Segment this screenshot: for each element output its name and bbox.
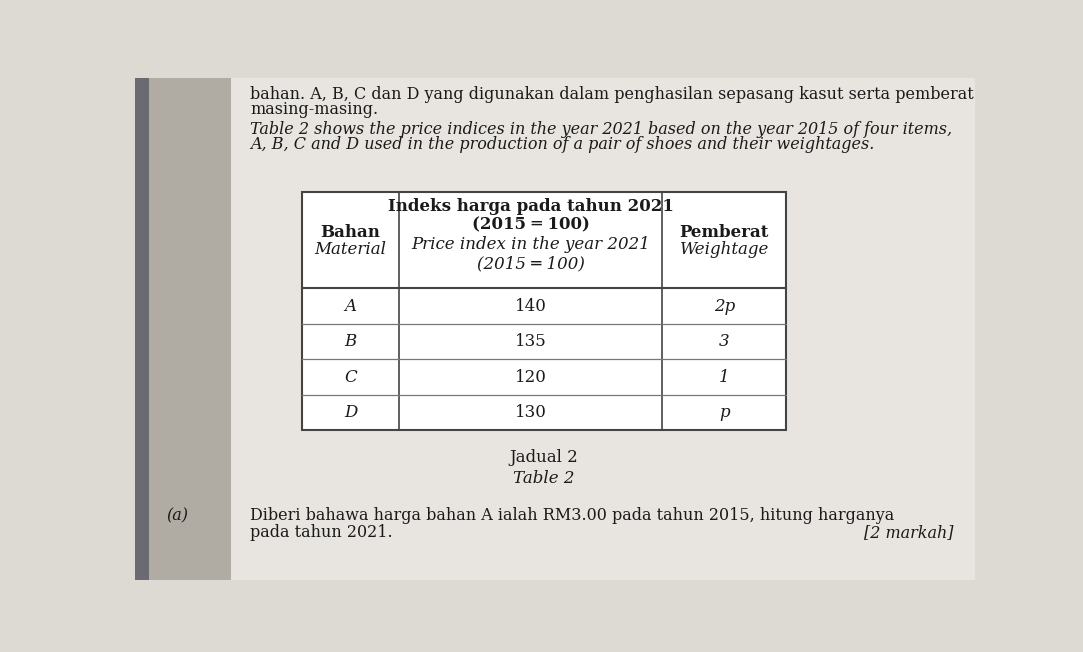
Text: Material: Material <box>314 241 387 258</box>
Text: 140: 140 <box>514 298 547 315</box>
Text: Bahan: Bahan <box>321 224 380 241</box>
Text: [2 markah]: [2 markah] <box>863 524 953 541</box>
Text: 2p: 2p <box>714 298 735 315</box>
Text: masing-masing.: masing-masing. <box>250 101 378 119</box>
Text: (2015 ═ 100): (2015 ═ 100) <box>477 256 585 273</box>
Text: p: p <box>719 404 730 421</box>
Text: D: D <box>343 404 357 421</box>
Text: Weightage: Weightage <box>680 241 769 258</box>
Text: pada tahun 2021.: pada tahun 2021. <box>250 524 393 541</box>
Text: Jadual 2: Jadual 2 <box>510 449 578 466</box>
Text: C: C <box>344 368 356 385</box>
Text: Price index in the year 2021: Price index in the year 2021 <box>412 236 650 253</box>
Text: 130: 130 <box>514 404 547 421</box>
Text: Indeks harga pada tahun 2021: Indeks harga pada tahun 2021 <box>388 198 674 215</box>
Bar <box>149 78 231 580</box>
Text: 135: 135 <box>514 333 547 350</box>
Text: (a): (a) <box>167 507 188 524</box>
Text: A, B, C and D used in the production of a pair of shoes and their weightages.: A, B, C and D used in the production of … <box>250 136 874 153</box>
Bar <box>135 78 149 580</box>
Text: A: A <box>344 298 356 315</box>
Text: bahan. A, B, C dan D yang digunakan dalam penghasilan sepasang kasut serta pembe: bahan. A, B, C dan D yang digunakan dala… <box>250 86 974 103</box>
Text: Pemberat: Pemberat <box>680 224 769 241</box>
Text: 3: 3 <box>719 333 730 350</box>
Bar <box>302 192 786 430</box>
Text: 120: 120 <box>514 368 547 385</box>
Text: Table 2 shows the price indices in the year 2021 based on the year 2015 of four : Table 2 shows the price indices in the y… <box>250 121 952 138</box>
Bar <box>231 78 975 580</box>
Text: (2015 ═ 100): (2015 ═ 100) <box>472 216 589 233</box>
Text: 1: 1 <box>719 368 730 385</box>
Text: Diberi bahawa harga bahan A ialah RM3.00 pada tahun 2015, hitung harganya: Diberi bahawa harga bahan A ialah RM3.00… <box>250 507 895 524</box>
Text: Table 2: Table 2 <box>513 470 575 487</box>
Text: B: B <box>344 333 356 350</box>
